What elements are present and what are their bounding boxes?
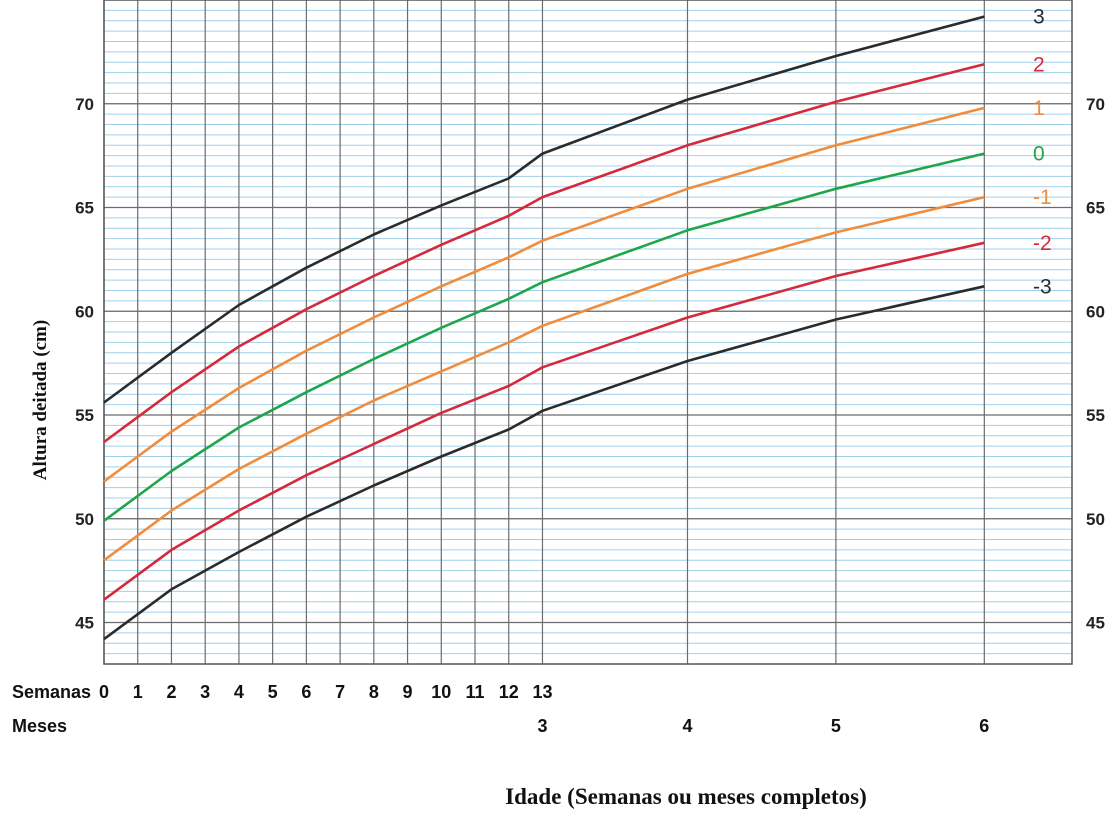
y-ticks-left: 45 50 55 60 65 70 — [75, 95, 94, 633]
series-line-0 — [103, 152, 985, 522]
y-tick-label: 50 — [1086, 510, 1105, 529]
series-label-3: 3 — [1033, 6, 1045, 29]
series-line-1 — [103, 106, 985, 483]
x-axis-label: Idade (Semanas ou meses completos) — [505, 784, 867, 809]
y-tick-label: 70 — [75, 95, 94, 114]
y-tick-label: 55 — [75, 406, 94, 425]
month-tick-label: 6 — [979, 716, 989, 736]
series-label-1: 1 — [1033, 97, 1045, 120]
week-tick-label: 2 — [166, 682, 176, 702]
y-tick-label: 55 — [1086, 406, 1105, 425]
y-tick-label: 65 — [75, 199, 94, 218]
week-tick-label: 4 — [234, 682, 244, 702]
y-tick-label: 60 — [75, 302, 94, 321]
minor-gridlines — [104, 0, 1072, 665]
y-ticks-right: 45 50 55 60 65 70 — [1086, 95, 1105, 633]
series-line-2 — [103, 63, 985, 444]
series-line--3 — [103, 285, 985, 641]
week-tick-label: 8 — [369, 682, 379, 702]
series-lines — [103, 15, 985, 641]
series-label--2: -2 — [1033, 232, 1052, 255]
series-label-2: 2 — [1033, 53, 1045, 76]
week-tick-label: 11 — [465, 682, 484, 702]
y-tick-label: 45 — [75, 614, 94, 633]
weeks-row-label: Semanas — [12, 682, 91, 702]
week-tick-label: 5 — [268, 682, 278, 702]
series-line--1 — [103, 195, 985, 562]
month-tick-label: 3 — [537, 716, 547, 736]
y-tick-label: 70 — [1086, 95, 1105, 114]
y-tick-label: 45 — [1086, 614, 1105, 633]
y-tick-label: 65 — [1086, 199, 1105, 218]
plot-border — [103, 0, 1073, 665]
series-label-0: 0 — [1033, 143, 1045, 166]
week-tick-label: 13 — [532, 682, 552, 702]
week-tick-label: 3 — [200, 682, 210, 702]
week-tick-label: 10 — [431, 682, 451, 702]
y-tick-label: 50 — [75, 510, 94, 529]
months-row-label: Meses — [12, 716, 67, 736]
week-tick-label: 6 — [301, 682, 311, 702]
week-tick-label: 0 — [99, 682, 109, 702]
y-axis-label: Altura deitada (cm) — [30, 320, 51, 480]
month-tick-label: 5 — [831, 716, 841, 736]
week-tick-label: 1 — [133, 682, 143, 702]
series-labels: 3 2 1 0 -1 -2 -3 — [1033, 6, 1052, 299]
series-label--3: -3 — [1033, 275, 1052, 298]
week-tick-label: 9 — [403, 682, 413, 702]
y-tick-label: 60 — [1086, 302, 1105, 321]
series-line-3 — [103, 15, 985, 404]
x-axis-rows: Semanas Meses 0 1 2 3 4 5 6 7 8 9 10 11 12 133 4 5 6 — [12, 682, 989, 736]
month-tick-label: 4 — [682, 716, 692, 736]
week-tick-label: 12 — [499, 682, 519, 702]
series-line--2 — [103, 241, 985, 601]
week-tick-label: 7 — [335, 682, 345, 702]
series-label--1: -1 — [1033, 186, 1052, 209]
